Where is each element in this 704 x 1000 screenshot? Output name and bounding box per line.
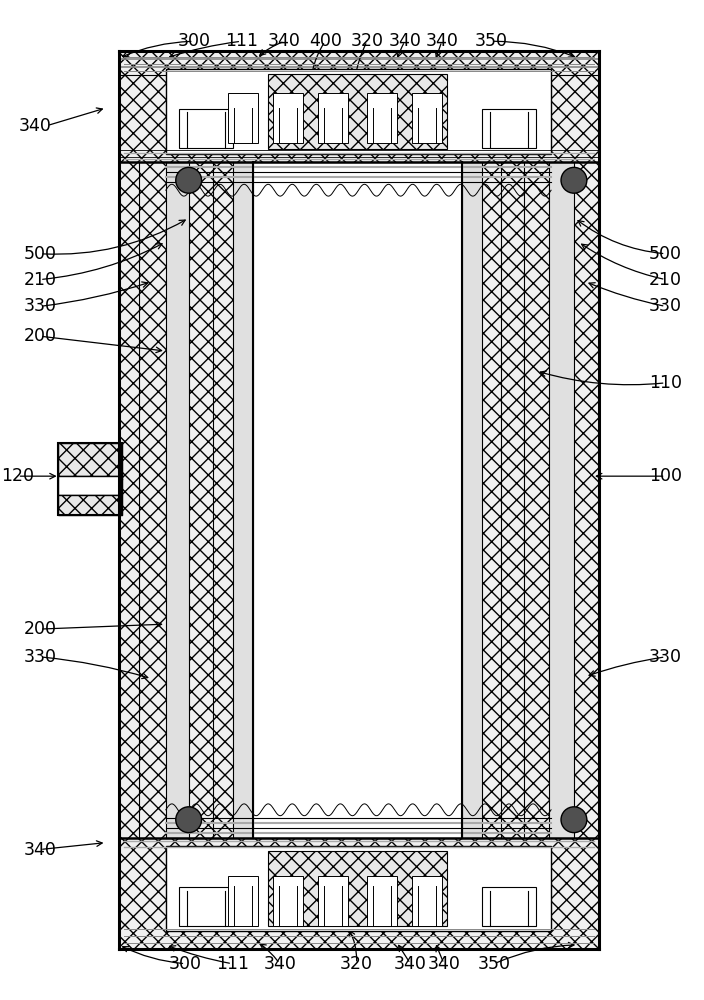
Bar [462, 162, 482, 838]
Text: 330: 330 [23, 297, 56, 315]
Circle shape [176, 807, 201, 833]
Bar [253, 162, 462, 838]
Bar [482, 109, 536, 148]
Text: 320: 320 [351, 32, 384, 50]
Bar [412, 876, 442, 926]
Text: 340: 340 [18, 117, 51, 135]
Text: 210: 210 [23, 271, 56, 289]
Bar [367, 93, 397, 143]
Text: 110: 110 [649, 374, 682, 392]
Bar [482, 887, 536, 926]
Bar [228, 93, 258, 143]
Bar [119, 838, 598, 949]
Bar [462, 162, 598, 838]
Bar [273, 876, 303, 926]
Bar [273, 93, 303, 143]
Circle shape [561, 807, 587, 833]
Bar [228, 876, 258, 926]
Bar [119, 162, 253, 838]
Text: 340: 340 [263, 955, 296, 973]
Text: 400: 400 [308, 32, 341, 50]
Bar [318, 876, 348, 926]
Text: 350: 350 [474, 32, 508, 50]
Bar [166, 846, 551, 931]
Bar [268, 851, 447, 926]
Bar [549, 162, 574, 838]
Bar [58, 443, 122, 515]
Bar [58, 443, 122, 476]
Bar [119, 51, 598, 162]
Text: 210: 210 [649, 271, 682, 289]
Circle shape [176, 167, 201, 193]
Bar [179, 109, 233, 148]
Text: 111: 111 [215, 955, 249, 973]
Bar [58, 476, 122, 495]
Text: 340: 340 [23, 841, 56, 859]
Text: 340: 340 [389, 32, 421, 50]
Text: 200: 200 [23, 327, 56, 345]
Text: 340: 340 [268, 32, 301, 50]
Text: 320: 320 [340, 955, 373, 973]
Text: 350: 350 [478, 955, 511, 973]
Text: 330: 330 [23, 648, 56, 666]
Bar [233, 162, 253, 838]
Bar [268, 74, 447, 149]
Bar [367, 876, 397, 926]
Text: 200: 200 [23, 620, 56, 638]
Text: 100: 100 [649, 467, 682, 485]
Text: 500: 500 [23, 245, 56, 263]
Text: 111: 111 [225, 32, 258, 50]
Text: 300: 300 [177, 32, 210, 50]
Bar [412, 93, 442, 143]
Bar [58, 495, 122, 515]
Text: 330: 330 [649, 297, 682, 315]
Bar [318, 93, 348, 143]
Text: 500: 500 [649, 245, 682, 263]
Text: 340: 340 [394, 955, 427, 973]
Bar [179, 887, 233, 926]
Text: 300: 300 [169, 955, 202, 973]
Text: 340: 340 [427, 955, 460, 973]
Text: 330: 330 [649, 648, 682, 666]
Text: 340: 340 [425, 32, 458, 50]
Bar [166, 69, 551, 154]
Circle shape [561, 167, 587, 193]
Bar [166, 162, 189, 838]
Text: 120: 120 [1, 467, 34, 485]
